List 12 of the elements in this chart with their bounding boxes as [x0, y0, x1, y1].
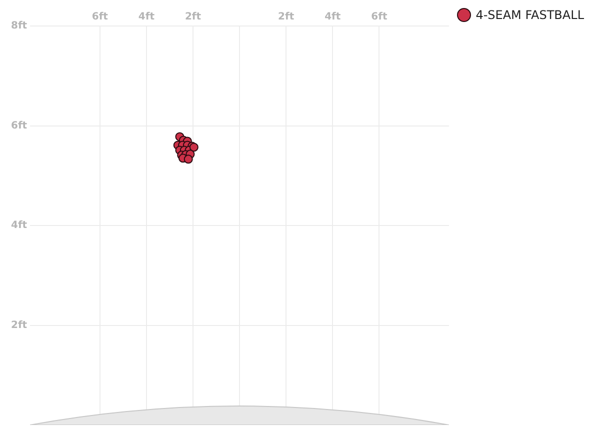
- y-tick-label: 6ft: [10, 120, 28, 132]
- y-tick-label: 4ft: [10, 220, 28, 232]
- y-tick-label: 2ft: [10, 320, 28, 331]
- x-tick-label: 4ft: [324, 12, 341, 23]
- x-tick-label: 4ft: [138, 12, 155, 23]
- x-tick-label: 6ft: [92, 12, 108, 23]
- x-tick-label: 6ft: [371, 12, 388, 23]
- y-tick-label: 8ft: [10, 20, 28, 32]
- x-tick-label: 2ft: [278, 12, 294, 23]
- point: [184, 154, 193, 164]
- x-tick-label: 2ft: [184, 12, 202, 23]
- legend-label: 4-SEAM FASTBALL: [476, 8, 584, 22]
